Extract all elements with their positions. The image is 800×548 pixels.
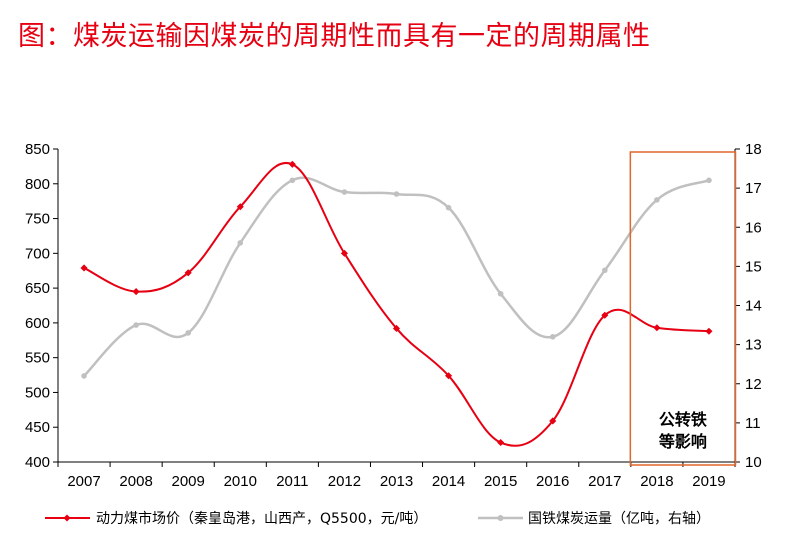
data-point-rail-volume	[81, 373, 87, 379]
annotation-rect	[629, 151, 737, 466]
left-tick-label: 450	[25, 419, 50, 436]
data-point-rail-volume	[237, 240, 244, 246]
data-point-rail-volume	[497, 290, 504, 297]
legend-label-rail-volume: 国铁煤炭运量（亿吨，右轴）	[528, 511, 710, 527]
data-point-rail-volume	[654, 197, 660, 203]
x-tick-label: 2019	[692, 473, 725, 490]
data-point-coal-price	[601, 311, 609, 319]
x-tick-label: 2015	[484, 473, 517, 490]
data-point-coal-price	[80, 264, 88, 272]
left-tick-label: 500	[25, 384, 50, 401]
data-point-rail-volume	[133, 322, 139, 328]
left-tick-label: 550	[25, 350, 50, 367]
x-tick-label: 2008	[119, 473, 152, 490]
left-tick-label: 750	[25, 211, 50, 228]
data-point-rail-volume	[602, 267, 608, 274]
legend-marker-rail-volume	[497, 515, 504, 521]
data-point-rail-volume	[289, 177, 296, 184]
legend: 动力煤市场价（秦皇岛港，山西产，Q5500，元/吨） 国铁煤炭运量（亿吨，右轴）	[45, 510, 710, 527]
data-point-coal-price	[132, 288, 140, 296]
series-layer	[80, 160, 713, 447]
x-tick-label: 2017	[588, 473, 621, 490]
data-point-rail-volume	[393, 191, 400, 197]
data-point-rail-volume	[706, 177, 712, 184]
x-tick-label: 2012	[328, 473, 361, 490]
data-point-coal-price	[549, 417, 557, 425]
data-point-rail-volume	[549, 334, 556, 340]
data-point-rail-volume	[445, 204, 452, 211]
data-point-coal-price	[288, 160, 296, 168]
right-tick-label: 17	[745, 180, 762, 197]
data-point-coal-price	[184, 269, 192, 277]
x-tick-label: 2016	[536, 473, 569, 490]
data-point-coal-price	[392, 324, 401, 332]
data-point-coal-price	[340, 249, 348, 257]
x-tick-label: 2011	[276, 473, 308, 490]
x-tick-label: 2014	[432, 473, 465, 490]
x-tick-label: 2013	[380, 473, 413, 490]
right-tick-label: 18	[745, 141, 762, 158]
left-tick-label: 400	[25, 454, 50, 471]
right-tick-label: 15	[745, 258, 762, 275]
left-tick-label: 700	[25, 245, 50, 262]
series-line-coal-price	[83, 161, 710, 447]
annotation-text: 公转铁	[659, 410, 707, 429]
legend-marker-coal-price	[63, 514, 71, 522]
data-point-rail-volume	[341, 189, 348, 195]
left-tick-label: 850	[25, 141, 50, 158]
legend-label-coal-price: 动力煤市场价（秦皇岛港，山西产，Q5500，元/吨）	[96, 510, 427, 527]
data-point-coal-price	[445, 372, 453, 380]
left-tick-label: 600	[25, 315, 50, 332]
x-tick-label: 2007	[67, 473, 100, 490]
right-tick-label: 11	[745, 415, 761, 432]
x-tick-label: 2010	[224, 473, 257, 490]
annotation-text: 等影响	[658, 432, 707, 451]
data-point-coal-price	[236, 203, 244, 211]
data-point-coal-price	[497, 438, 505, 447]
data-point-coal-price	[705, 327, 713, 335]
right-tick-label: 12	[745, 376, 762, 393]
data-point-coal-price	[653, 324, 661, 332]
chart-title: 图：煤炭运输因煤炭的周期性而具有一定的周期属性	[18, 21, 651, 52]
axes: 400 450 500 550 600 650 700 750 800 850 10 11 12 13 14…	[25, 141, 762, 490]
x-tick-label: 2009	[172, 473, 205, 490]
data-point-rail-volume	[185, 330, 191, 336]
series-line-rail-volume	[83, 176, 710, 377]
x-tick-label: 2018	[640, 473, 673, 490]
right-tick-label: 13	[745, 337, 762, 354]
right-tick-label: 14	[745, 298, 762, 315]
left-tick-label: 650	[25, 280, 50, 297]
right-tick-label: 16	[745, 219, 762, 236]
left-tick-label: 800	[25, 176, 50, 193]
right-tick-label: 10	[745, 454, 762, 471]
